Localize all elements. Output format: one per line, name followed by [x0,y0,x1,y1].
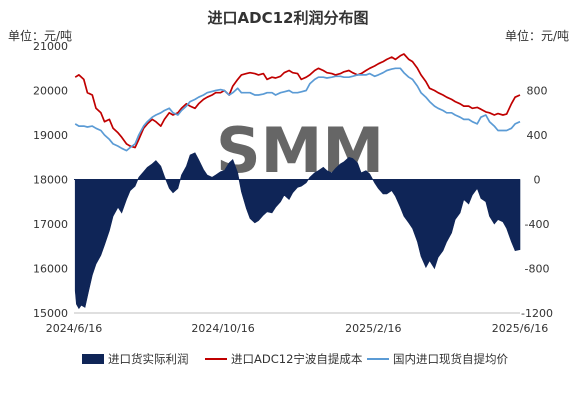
chart-title: 进口ADC12利润分布图 [208,9,369,27]
left-tick-label: 18000 [33,174,68,187]
right-axis: -1200 -800 -400 0 400 800 [521,85,553,321]
right-tick-label: 0 [534,174,541,187]
left-axis-unit: 单位：元/吨 [8,28,72,43]
legend-item-cost: 进口ADC12宁波自提成本 [205,352,363,366]
legend-label: 进口货实际利润 [108,352,189,366]
right-tick-label: -800 [525,263,550,276]
left-tick-label: 20000 [33,85,68,98]
right-tick-label: 400 [527,129,548,142]
series-price-line [74,67,521,152]
x-tick-label: 2024/6/16 [46,322,102,335]
series-layer [74,53,521,310]
series-cost-line [74,53,521,149]
legend-item-profit: 进口货实际利润 [82,352,189,366]
legend-item-price: 国内进口现货自提均价 [367,352,508,366]
right-axis-unit: 单位：元/吨 [505,28,569,43]
legend-label: 国内进口现货自提均价 [393,352,508,366]
left-tick-label: 21000 [33,40,68,53]
x-tick-label: 2024/10/16 [191,322,254,335]
right-tick-label: -1200 [521,307,553,320]
legend: 进口货实际利润 进口ADC12宁波自提成本 国内进口现货自提均价 [82,352,508,366]
left-tick-label: 16000 [33,263,68,276]
legend-swatch [82,354,104,364]
legend-label: 进口ADC12宁波自提成本 [231,352,363,366]
x-tick-label: 2025/2/16 [345,322,401,335]
left-axis: 15000 16000 17000 18000 19000 20000 21000 [33,40,68,320]
right-tick-label: -400 [525,218,550,231]
left-tick-label: 17000 [33,218,68,231]
series-profit-area [74,152,521,310]
x-tick-label: 2025/6/16 [492,322,548,335]
left-tick-label: 15000 [33,307,68,320]
right-tick-label: 800 [527,85,548,98]
x-axis: 2024/6/16 2024/10/16 2025/2/16 2025/6/16 [46,312,548,335]
left-tick-label: 19000 [33,129,68,142]
